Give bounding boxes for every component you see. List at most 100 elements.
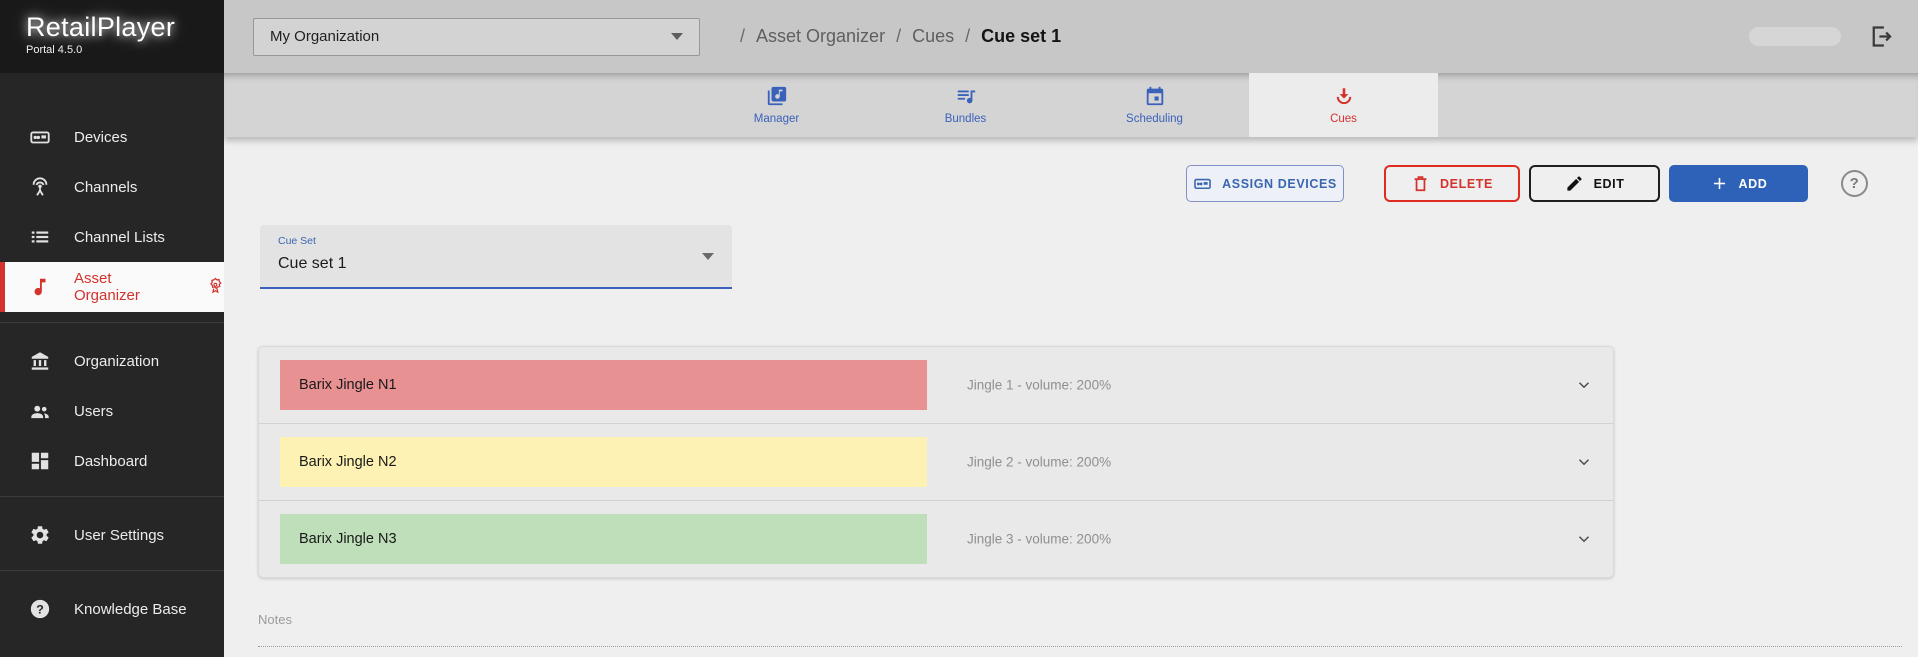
chevron-down-icon[interactable]	[1575, 376, 1593, 394]
award-badge-icon	[207, 277, 224, 294]
caret-down-icon	[702, 253, 714, 260]
edit-button[interactable]: EDIT	[1529, 165, 1660, 202]
tab-label: Manager	[753, 113, 800, 125]
tabbar: Manager Bundles Scheduling	[224, 73, 1918, 137]
calendar-icon	[1144, 85, 1166, 107]
logo-block: RetailPlayer Portal 4.5.0	[0, 0, 224, 73]
dashboard-icon	[29, 450, 51, 472]
sidebar-item-label: Users	[74, 402, 114, 420]
sidebar-item-dashboard[interactable]: Dashboard	[0, 436, 224, 486]
tab-label: Cues	[1330, 113, 1357, 125]
add-button[interactable]: ADD	[1669, 165, 1808, 202]
sidebar-divider	[0, 322, 224, 323]
topbar-right	[1749, 23, 1894, 50]
breadcrumb: / Asset Organizer / Cues / Cue set 1	[740, 26, 1061, 47]
user-pill	[1749, 27, 1841, 46]
sidebar-item-label: Asset Organizer	[74, 270, 140, 304]
sidebar-item-label: Channels	[74, 178, 138, 196]
tabs: Manager Bundles Scheduling	[682, 73, 1438, 137]
sidebar-item-organization[interactable]: Organization	[0, 336, 224, 386]
sidebar-item-label: Knowledge Base	[74, 600, 187, 618]
help-label: ?	[1849, 175, 1860, 192]
cue-name-chip: Barix Jingle N3	[280, 514, 927, 564]
tab-scheduling[interactable]: Scheduling	[1060, 73, 1249, 137]
cue-name: Barix Jingle N1	[299, 377, 397, 393]
tab-manager[interactable]: Manager	[682, 73, 871, 137]
delete-button[interactable]: DELETE	[1384, 165, 1520, 202]
sidebar: RetailPlayer Portal 4.5.0 Devices	[0, 0, 224, 657]
sidebar-item-channel-lists[interactable]: Channel Lists	[0, 212, 224, 262]
sidebar-item-knowledge-base[interactable]: ? Knowledge Base	[0, 584, 224, 634]
cue-row[interactable]: Barix Jingle N1 Jingle 1 - volume: 200%	[259, 347, 1613, 423]
pencil-icon	[1565, 174, 1584, 193]
cue-detail: Jingle 2 - volume: 200%	[967, 454, 1112, 470]
devices-icon	[1193, 174, 1212, 193]
cue-detail: Jingle 3 - volume: 200%	[967, 531, 1112, 547]
breadcrumb-separator: /	[740, 26, 746, 46]
breadcrumb-current: Cue set 1	[981, 26, 1062, 46]
help-circle-icon: ?	[29, 598, 51, 620]
edit-label: EDIT	[1593, 176, 1625, 191]
assign-devices-button[interactable]: ASSIGN DEVICES	[1186, 165, 1344, 202]
add-label: ADD	[1738, 176, 1768, 191]
chevron-down-icon[interactable]	[1575, 530, 1593, 548]
playlist-icon	[955, 85, 977, 107]
organization-select-value: My Organization	[270, 28, 380, 45]
sidebar-divider	[0, 496, 224, 497]
sidebar-divider	[0, 570, 224, 571]
breadcrumb-separator: /	[965, 26, 971, 46]
tab-label: Scheduling	[1126, 113, 1183, 125]
sidebar-item-label: Channel Lists	[74, 228, 165, 246]
cue-name: Barix Jingle N2	[299, 454, 397, 470]
chevron-down-icon[interactable]	[1575, 453, 1593, 471]
cue-row[interactable]: Barix Jingle N3 Jingle 3 - volume: 200%	[259, 500, 1613, 577]
organization-select[interactable]: My Organization	[253, 17, 700, 56]
sidebar-item-label: User Settings	[74, 526, 165, 544]
cue-name-chip: Barix Jingle N2	[280, 437, 927, 487]
library-music-icon	[766, 85, 788, 107]
channels-icon	[29, 176, 51, 198]
app-version: Portal 4.5.0	[26, 44, 83, 56]
cue-name: Barix Jingle N3	[299, 531, 397, 547]
tab-bundles[interactable]: Bundles	[871, 73, 1060, 137]
devices-icon	[29, 126, 51, 148]
notes-label: Notes	[258, 612, 292, 627]
cue-download-icon	[1333, 85, 1355, 107]
breadcrumb-separator: /	[896, 26, 902, 46]
sidebar-nav: Devices Channels	[0, 112, 224, 634]
sidebar-item-asset-organizer[interactable]: Asset Organizer	[0, 262, 224, 312]
bank-icon	[29, 350, 51, 372]
sidebar-item-label: Dashboard	[74, 452, 148, 470]
cue-detail: Jingle 1 - volume: 200%	[967, 377, 1112, 393]
cue-set-select-value: Cue set 1	[278, 255, 347, 272]
delete-label: DELETE	[1440, 176, 1493, 191]
music-note-icon	[29, 276, 51, 298]
sidebar-item-devices[interactable]: Devices	[0, 112, 224, 162]
tab-cues[interactable]: Cues	[1249, 73, 1438, 137]
cue-set-select[interactable]: Cue Set Cue set 1	[260, 225, 732, 289]
app-logo: RetailPlayer	[26, 12, 176, 42]
cue-list-panel: Barix Jingle N1 Jingle 1 - volume: 200% …	[258, 346, 1614, 578]
list-icon	[29, 226, 51, 248]
gear-icon	[29, 524, 51, 546]
sidebar-item-user-settings[interactable]: User Settings	[0, 510, 224, 560]
breadcrumb-asset-organizer[interactable]: Asset Organizer	[756, 26, 886, 46]
sidebar-item-label: Organization	[74, 352, 160, 370]
sidebar-item-label: Devices	[74, 128, 128, 146]
sidebar-item-users[interactable]: Users	[0, 386, 224, 436]
sidebar-item-channels[interactable]: Channels	[0, 162, 224, 212]
cue-set-select-label: Cue Set	[278, 235, 316, 247]
people-icon	[29, 400, 51, 422]
help-button[interactable]: ?	[1841, 170, 1868, 197]
svg-text:?: ?	[36, 602, 44, 616]
breadcrumb-cues[interactable]: Cues	[912, 26, 955, 46]
trash-icon	[1411, 174, 1430, 193]
cue-row[interactable]: Barix Jingle N2 Jingle 2 - volume: 200%	[259, 423, 1613, 500]
caret-down-icon	[671, 33, 683, 40]
notes-input-underline[interactable]	[258, 646, 1902, 647]
logout-icon[interactable]	[1867, 23, 1894, 50]
cue-name-chip: Barix Jingle N1	[280, 360, 927, 410]
tab-label: Bundles	[944, 113, 987, 125]
plus-icon	[1710, 174, 1729, 193]
